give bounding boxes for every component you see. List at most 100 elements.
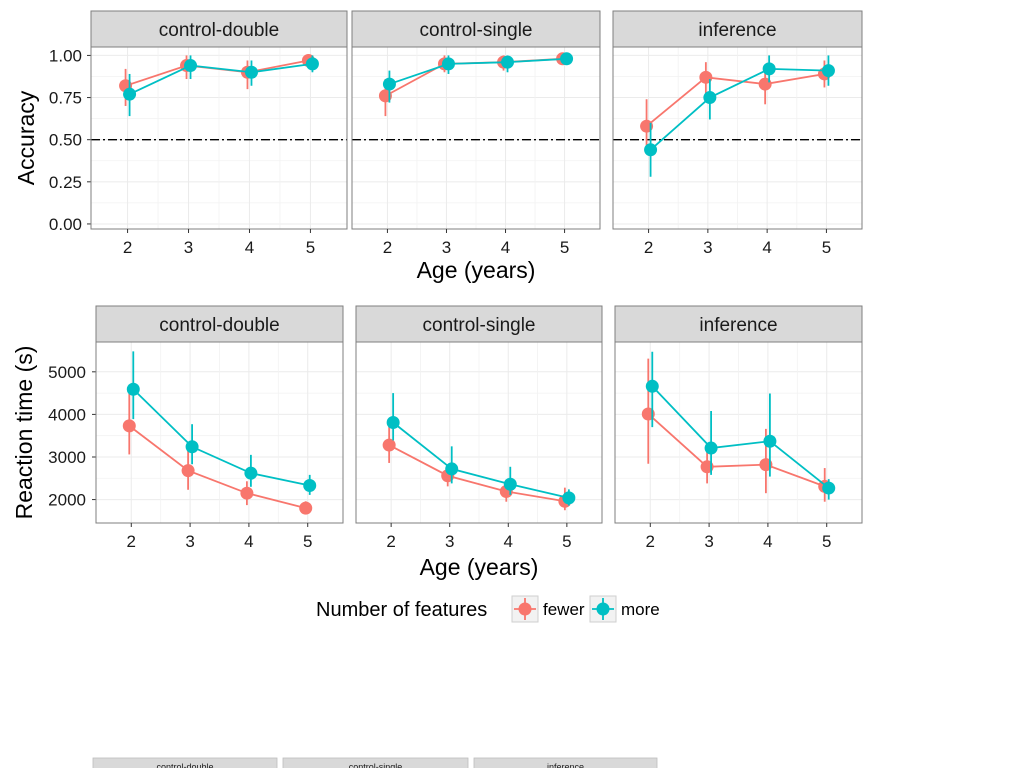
- facet-panel-control-double: control-double 2 3 4 5: [90, 10, 348, 257]
- data-point-more: [503, 477, 517, 491]
- facet-panel-inference: inference 2 3 4 5: [612, 10, 863, 257]
- data-point-more: [762, 62, 776, 76]
- facet-panel-control-double: control-double 2 3 4 5: [95, 305, 344, 551]
- series-line-fewer: [128, 425, 306, 509]
- data-point-more: [126, 382, 140, 396]
- facet-strip-label: inference: [699, 315, 777, 336]
- x-axis-title: Age (years): [420, 554, 539, 580]
- series-line-more: [392, 421, 570, 499]
- data-point-more: [244, 65, 258, 79]
- data-point-more: [704, 441, 718, 455]
- x-tick-label: 2: [644, 238, 653, 257]
- y-tick-label: 5000: [48, 363, 86, 382]
- data-point-more: [822, 481, 836, 495]
- facet-strip: [351, 10, 601, 48]
- series-line-more: [389, 57, 567, 85]
- y-tick-label: 1.00: [49, 46, 82, 65]
- facet-strip: [95, 305, 344, 343]
- y-axis-title: Reaction time (s): [11, 346, 37, 520]
- series-line-fewer: [388, 444, 566, 503]
- y-tick-label: 2000: [48, 491, 86, 510]
- data-point-more: [560, 52, 574, 66]
- panel-border: [351, 46, 601, 230]
- panel-border: [355, 341, 603, 524]
- y-tick-label: 0.00: [49, 215, 82, 234]
- series-line-more: [132, 388, 310, 487]
- legend-keys: fewer more: [511, 595, 660, 623]
- y-tick-label: 4000: [48, 405, 86, 424]
- data-point-fewer: [240, 486, 254, 500]
- data-point-more: [382, 77, 396, 91]
- facet-strip: [614, 305, 863, 343]
- data-point-more: [441, 57, 455, 71]
- facet-strip: [355, 305, 603, 343]
- data-point-more: [562, 491, 576, 505]
- bottom-partial-strips: control-double control-single inference: [92, 757, 658, 768]
- x-tick-label: 2: [123, 238, 132, 257]
- facet-panel-control-single: control-single 2 3 4 5: [351, 10, 601, 257]
- legend-title: Number of features: [316, 599, 487, 621]
- x-tick-label: 5: [303, 532, 312, 551]
- data-point-more: [644, 143, 658, 157]
- y-axis-title: Accuracy: [13, 90, 39, 185]
- data-point-more: [703, 91, 717, 105]
- x-tick-label: 2: [127, 532, 136, 551]
- facet-strip: [612, 10, 863, 48]
- x-tick-label: 2: [646, 532, 655, 551]
- facet-strip-label: control-single: [423, 315, 536, 336]
- x-tick-label: 3: [445, 532, 454, 551]
- facet-strip-label: control-single: [420, 20, 533, 41]
- x-tick-label: 3: [704, 532, 713, 551]
- facet-panel-inference: inference 2 3 4 5: [614, 305, 863, 551]
- x-tick-label: 5: [822, 238, 831, 257]
- y-tick-label: 3000: [48, 448, 86, 467]
- data-point-fewer: [122, 419, 136, 433]
- x-tick-label: 4: [244, 532, 253, 551]
- partial-facet-strip: [282, 757, 469, 768]
- x-tick-label: 4: [762, 238, 771, 257]
- x-tick-label: 4: [501, 238, 510, 257]
- legend-key-point: [596, 602, 610, 616]
- panel-border: [614, 341, 863, 524]
- data-point-more: [821, 64, 835, 78]
- legend-key-point: [518, 602, 532, 616]
- data-point-more: [445, 462, 459, 476]
- facet-strip-label: control-double: [159, 315, 279, 336]
- y-tick-label: 0.75: [49, 89, 82, 108]
- x-tick-label: 2: [383, 238, 392, 257]
- series-line-fewer: [645, 73, 825, 127]
- series-line-more: [649, 68, 829, 151]
- x-tick-label: 3: [703, 238, 712, 257]
- facet-strip-label: control-double: [159, 20, 279, 41]
- data-point-more: [763, 434, 777, 448]
- panel-border: [95, 341, 344, 524]
- x-tick-label: 3: [185, 532, 194, 551]
- x-tick-label: 3: [184, 238, 193, 257]
- panel-border: [612, 46, 863, 230]
- partial-facet-strip-label: inference: [547, 762, 584, 768]
- y-tick-label: 0.50: [49, 131, 82, 150]
- facet-panel-control-single: control-single 2 3 4 5: [355, 305, 603, 551]
- data-point-more: [123, 87, 137, 101]
- data-point-more: [305, 57, 319, 71]
- data-point-more: [501, 55, 515, 69]
- series-line-fewer: [647, 413, 826, 488]
- partial-facet-strip: [473, 757, 658, 768]
- x-tick-label: 5: [822, 532, 831, 551]
- partial-facet-strip: [92, 757, 278, 768]
- legend-item-label: more: [621, 600, 660, 619]
- x-axis-title: Age (years): [417, 257, 536, 283]
- data-point-more: [244, 466, 258, 480]
- x-tick-label: 4: [763, 532, 772, 551]
- facet-strip: [90, 10, 348, 48]
- x-tick-label: 5: [306, 238, 315, 257]
- x-tick-label: 3: [442, 238, 451, 257]
- facet-strip-label: inference: [698, 20, 776, 41]
- data-point-fewer: [382, 438, 396, 452]
- data-point-more: [386, 415, 400, 429]
- data-point-more: [185, 440, 199, 454]
- data-point-fewer: [181, 464, 195, 478]
- x-tick-label: 2: [386, 532, 395, 551]
- data-point-fewer: [299, 501, 313, 515]
